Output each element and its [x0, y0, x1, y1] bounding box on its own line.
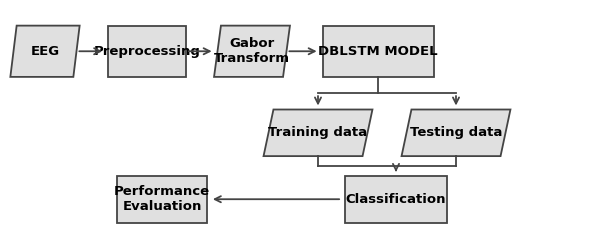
Text: DBLSTM MODEL: DBLSTM MODEL	[318, 45, 438, 58]
Text: Preprocessing: Preprocessing	[94, 45, 200, 58]
Text: Performance
Evaluation: Performance Evaluation	[114, 185, 210, 213]
Polygon shape	[263, 110, 373, 156]
Polygon shape	[401, 110, 511, 156]
Bar	[323, 26, 433, 77]
Text: Gabor
Transform: Gabor Transform	[214, 37, 290, 65]
Text: Testing data: Testing data	[410, 126, 502, 139]
Polygon shape	[214, 26, 290, 77]
Text: Classification: Classification	[346, 193, 446, 206]
Bar	[108, 26, 186, 77]
Polygon shape	[10, 26, 80, 77]
Bar	[117, 176, 207, 223]
Text: Training data: Training data	[268, 126, 368, 139]
Bar	[345, 176, 447, 223]
Text: EEG: EEG	[31, 45, 59, 58]
